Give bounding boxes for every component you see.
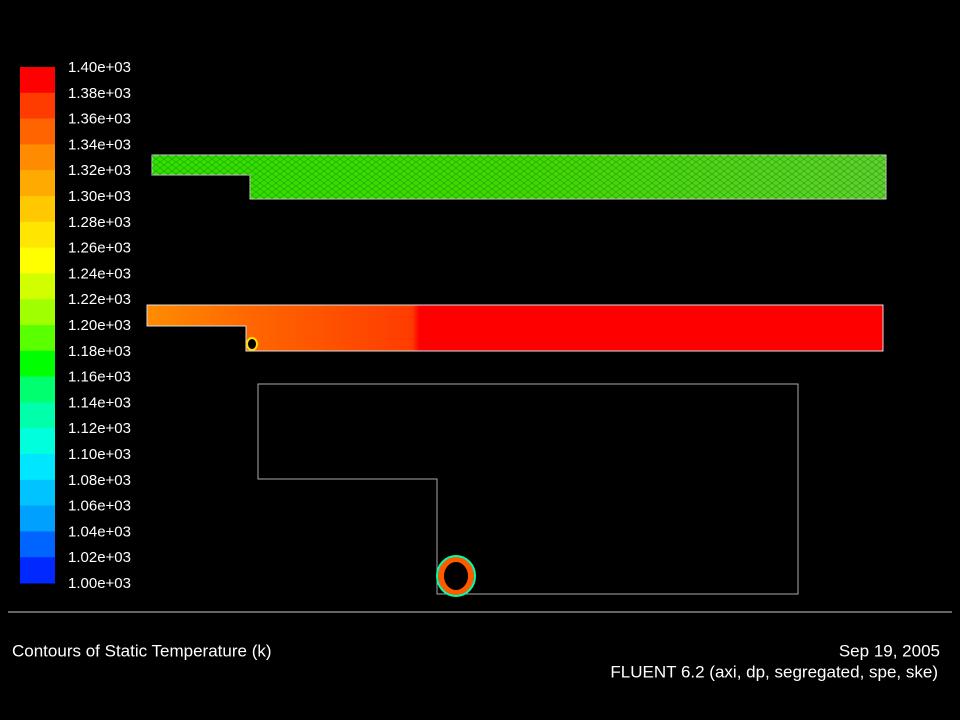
colorbar-band bbox=[20, 118, 55, 145]
colorbar-label: 1.24e+03 bbox=[68, 265, 131, 282]
colorbar-label: 1.32e+03 bbox=[68, 162, 131, 179]
colorbar-label: 1.38e+03 bbox=[68, 85, 131, 102]
colorbar: 1.40e+03 1.38e+03 1.36e+03 1.34e+03 1.32e+03… bbox=[20, 59, 131, 592]
colorbar-band bbox=[20, 479, 55, 507]
colorbar-band bbox=[20, 92, 55, 120]
footer-version: FLUENT 6.2 (axi, dp, segregated, spe, sk… bbox=[610, 662, 938, 681]
footer-date: Sep 19, 2005 bbox=[839, 641, 940, 660]
colorbar-band bbox=[20, 247, 55, 274]
colorbar-label: 1.30e+03 bbox=[68, 188, 131, 205]
colorbar-band bbox=[20, 376, 55, 403]
colorbar-label: 1.40e+03 bbox=[68, 59, 131, 76]
colorbar-band bbox=[20, 273, 55, 300]
colorbar-label: 1.26e+03 bbox=[68, 240, 131, 257]
colorbar-label: 1.02e+03 bbox=[68, 549, 131, 566]
colorbar-label: 1.18e+03 bbox=[68, 343, 131, 360]
colorbar-band bbox=[20, 170, 55, 197]
colorbar-band bbox=[20, 196, 55, 223]
mesh-overlay bbox=[152, 155, 886, 199]
vector-field-top bbox=[262, 390, 794, 476]
footer-title: Contours of Static Temperature (k) bbox=[12, 641, 272, 660]
colorbar-band bbox=[20, 402, 55, 429]
colorbar-band bbox=[20, 350, 55, 378]
colorbar-label: 1.16e+03 bbox=[68, 369, 131, 386]
colorbar-band bbox=[20, 557, 55, 584]
colorbar-label: 1.10e+03 bbox=[68, 446, 131, 463]
colorbar-label: 1.08e+03 bbox=[68, 472, 131, 489]
colorbar-band bbox=[20, 221, 55, 249]
colorbar-band bbox=[20, 428, 55, 455]
colorbar-label: 1.06e+03 bbox=[68, 498, 131, 515]
colorbar-label: 1.22e+03 bbox=[68, 291, 131, 308]
colorbar-band bbox=[20, 325, 55, 352]
colorbar-label: 1.36e+03 bbox=[68, 111, 131, 128]
colorbar-label: 1.12e+03 bbox=[68, 420, 131, 437]
hot-spot bbox=[438, 556, 474, 596]
colorbar-label: 1.28e+03 bbox=[68, 214, 131, 231]
colorbar-band bbox=[20, 531, 55, 558]
colorbar-label: 1.00e+03 bbox=[68, 575, 131, 592]
colorbar-band bbox=[20, 67, 55, 94]
colorbar-band bbox=[20, 144, 55, 171]
colorbar-label: 1.20e+03 bbox=[68, 317, 131, 334]
vector-field-bottom bbox=[440, 476, 794, 591]
colorbar-label: 1.14e+03 bbox=[68, 394, 131, 411]
colorbar-band bbox=[20, 454, 55, 481]
vortex bbox=[246, 337, 258, 351]
hot-spot-ring bbox=[436, 555, 476, 597]
colorbar-band bbox=[20, 505, 55, 532]
colorbar-label: 1.34e+03 bbox=[68, 136, 131, 153]
colorbar-label: 1.04e+03 bbox=[68, 523, 131, 540]
contour-panel bbox=[146, 304, 884, 352]
colorbar-band bbox=[20, 299, 55, 326]
